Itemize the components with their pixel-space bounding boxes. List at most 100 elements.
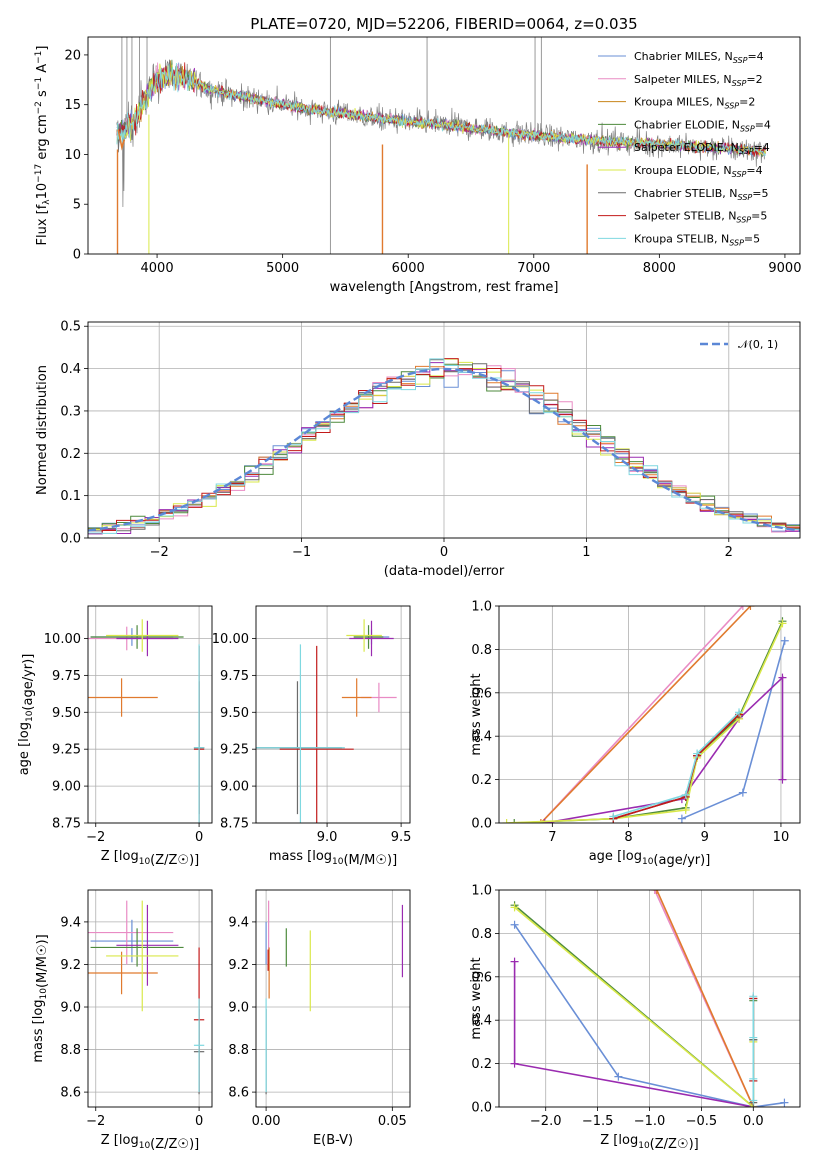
x-tick-label: 9: [701, 830, 709, 845]
weight_vs_age-plot-area: [502, 606, 789, 823]
weight-marker: [778, 673, 787, 682]
errorbar-point: [90, 919, 174, 963]
x-tick-label: 1: [582, 545, 590, 560]
errorbar-point: [349, 620, 394, 657]
y-tick-label: 10: [64, 148, 81, 163]
x-axis-label: (data-model)/error: [384, 564, 505, 579]
x-axis-label: E(B-V): [313, 1133, 353, 1148]
weight-marker: [749, 1074, 758, 1083]
weight-marker: [749, 1096, 758, 1105]
legend-label: Kroupa MILES, N: [634, 96, 724, 109]
y-tick-label: 0.8: [471, 927, 492, 942]
x-tick-label: −1: [292, 545, 311, 560]
axes-frame: [498, 605, 801, 824]
y-tick-label: 9.2: [228, 958, 249, 973]
y-tick-label: 0.0: [471, 1101, 492, 1116]
weight-line: [513, 961, 754, 1107]
weight_vs_Z-plot-area: [510, 890, 789, 1107]
figure-title: PLATE=0720, MJD=52206, FIBERID=0064, z=0…: [250, 15, 637, 33]
y-tick-label: 0.2: [471, 1057, 492, 1072]
y-tick-label: 9.00: [220, 780, 249, 795]
y-tick-label: 1.0: [471, 884, 492, 899]
x-tick-label: −2: [86, 1114, 105, 1129]
x-axis-label: mass [log10(M/M☉)]: [269, 849, 397, 868]
y-tick-label: 9.25: [220, 743, 249, 758]
x-tick-label: 9.5: [391, 830, 412, 845]
legend-label: Chabrier ELODIE, N: [634, 118, 740, 131]
x-axis-label: Z [log10(Z/Z☉)]: [101, 1133, 199, 1152]
weight-marker: [778, 775, 787, 784]
x-tick-label: 9000: [768, 261, 801, 276]
x-tick-label: −2: [150, 545, 169, 560]
weight-marker: [510, 819, 519, 823]
y-tick-label: 9.0: [228, 1001, 249, 1016]
y-tick-label: 0.3: [60, 404, 81, 419]
weight-marker: [681, 805, 690, 814]
legend-entry: Chabrier ELODIE, NSSP=4: [634, 118, 771, 133]
legend-entry: Salpeter MILES, NSSP=2: [634, 73, 763, 88]
errorbar-point: [341, 678, 372, 717]
legend-entry: Salpeter STELIB, NSSP=5: [634, 210, 767, 225]
y-tick-label: 8.6: [228, 1086, 249, 1101]
legend-label: Salpeter STELIB, N: [634, 210, 736, 223]
y-tick-label: 0.0: [471, 817, 492, 832]
x-tick-label: 0.0: [743, 1114, 764, 1129]
y-tick-label: 0.8: [471, 643, 492, 658]
mass_vs_ebv-plot-area: [265, 900, 404, 1095]
weight-line: [540, 606, 744, 823]
y-tick-label: 0.0: [60, 532, 81, 547]
weight-marker: [650, 890, 659, 894]
y-tick-label: 10.00: [212, 632, 249, 647]
weight-marker: [677, 814, 686, 823]
y-tick-label: 9.50: [52, 706, 81, 721]
y-tick-label: 0.4: [471, 1014, 492, 1029]
errorbar-point: [106, 900, 179, 1012]
y-tick-label: 20: [64, 48, 81, 63]
weight-marker: [778, 619, 787, 628]
x-tick-label: 6000: [392, 261, 425, 276]
y-tick-label: 10.00: [44, 632, 81, 647]
y-tick-label: 0.4: [60, 362, 81, 377]
spectrum-panel: 4000 5000 6000 7000 8000 9000 0 5 10 15 20 waveleng…: [34, 36, 801, 295]
weight-line: [513, 924, 785, 1107]
errorbar-point: [88, 678, 158, 717]
errorbar-point: [88, 951, 158, 995]
weight-marker: [735, 708, 744, 717]
residual-histogram: [88, 358, 800, 534]
errorbar-point: [90, 928, 184, 967]
fit-edge: [117, 129, 126, 151]
axes-frame: [87, 321, 801, 539]
x-tick-label: 4000: [141, 261, 174, 276]
errorbar-point: [193, 644, 205, 823]
y-tick-label: 8.8: [60, 1043, 81, 1058]
weight-line: [681, 640, 786, 820]
x-axis-label: Z [log10(Z/Z☉)]: [101, 849, 199, 868]
weight-marker: [609, 812, 618, 821]
x-tick-label: 0: [195, 1114, 203, 1129]
weight-marker: [780, 1098, 789, 1107]
legend-entry: 𝒩(0, 1): [738, 338, 778, 351]
y-tick-label: 0.2: [60, 447, 81, 462]
y-axis-label: mass [log10(M/M☉)]: [31, 934, 50, 1062]
y-tick-label: 9.25: [52, 743, 81, 758]
x-tick-label: −1.0: [634, 1114, 666, 1129]
x-axis-label: wavelength [Angstrom, rest frame]: [330, 280, 559, 295]
y-tick-label: 9.4: [60, 915, 81, 930]
weight_vs_Z-panel: −2.0 −1.5 −1.0 −0.5 0.0 0.0 0.2 0.4 0.6 0.8 1.0 Z […: [469, 884, 801, 1152]
y-tick-label: 9.0: [60, 1001, 81, 1016]
errorbar-point: [90, 625, 184, 649]
y-tick-label: 9.2: [60, 958, 81, 973]
errorbar-point: [256, 644, 345, 823]
errorbar-point: [353, 625, 384, 649]
y-tick-label: 9.75: [220, 669, 249, 684]
y-tick-label: 9.00: [52, 780, 81, 795]
spectrum-plot-area: [116, 37, 767, 254]
legend-entry: Chabrier MILES, NSSP=4: [634, 50, 764, 65]
weight-marker: [652, 890, 661, 894]
errorbar-point: [193, 998, 205, 1093]
legend-label: Chabrier STELIB, N: [634, 187, 738, 200]
weight-marker: [502, 819, 511, 823]
age_vs_mass-plot-area: [256, 619, 397, 823]
model-fit-kroupa-stelib: [116, 62, 766, 158]
